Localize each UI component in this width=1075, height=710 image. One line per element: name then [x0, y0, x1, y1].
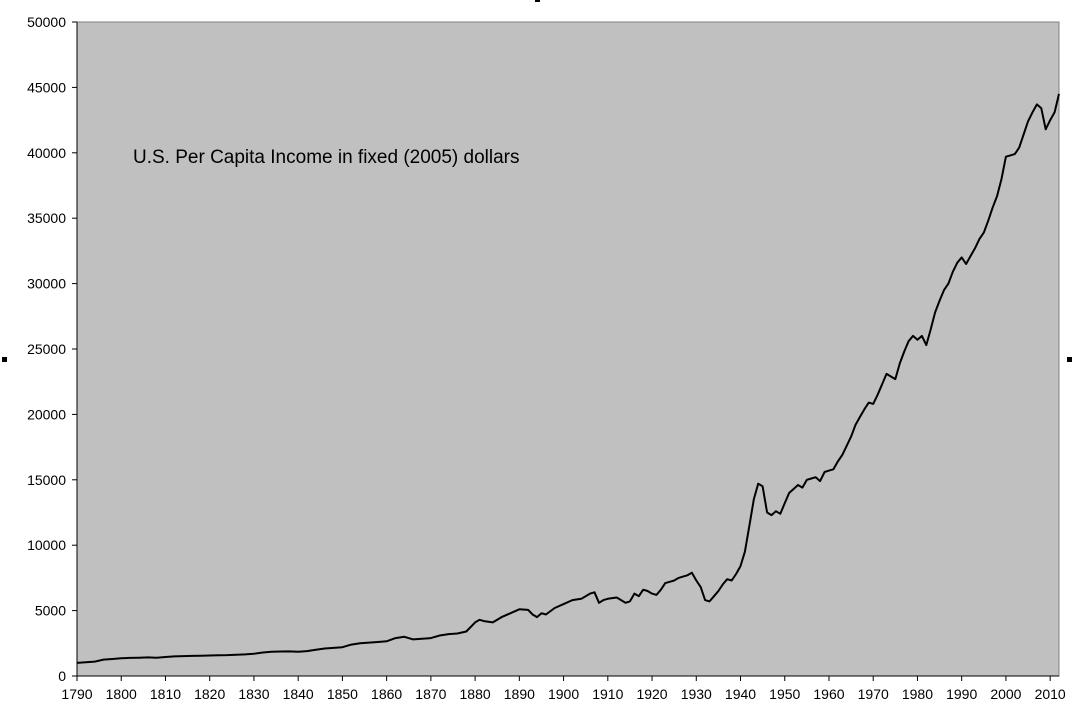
x-tick-label: 1940 [725, 686, 756, 702]
x-tick-label: 1870 [415, 686, 446, 702]
x-tick-label: 1950 [769, 686, 800, 702]
x-tick-label: 1920 [636, 686, 667, 702]
x-tick-label: 1850 [327, 686, 358, 702]
x-tick-label: 1960 [813, 686, 844, 702]
x-tick-label: 1970 [858, 686, 889, 702]
x-tick-label: 1890 [504, 686, 535, 702]
x-axis-ticks: 1790 1800 1810 1820 1830 1840 1850 1860 1870 1880… [61, 676, 1066, 702]
y-tick-label: 0 [58, 668, 66, 684]
y-tick-label: 10000 [27, 537, 66, 553]
x-tick-label: 1980 [902, 686, 933, 702]
x-tick-label: 1790 [61, 686, 92, 702]
y-tick-label: 50000 [27, 14, 66, 30]
resize-handle-left[interactable] [2, 357, 7, 362]
x-tick-label: 2000 [990, 686, 1021, 702]
x-tick-label: 1840 [283, 686, 314, 702]
y-tick-label: 25000 [27, 341, 66, 357]
x-tick-label: 1830 [238, 686, 269, 702]
x-tick-label: 1800 [106, 686, 137, 702]
x-tick-label: 1910 [592, 686, 623, 702]
x-tick-label: 1820 [194, 686, 225, 702]
y-tick-label: 20000 [27, 406, 66, 422]
y-tick-label: 30000 [27, 276, 66, 292]
series-line [76, 93, 1060, 664]
plot-area [76, 21, 1060, 677]
x-tick-label: 1930 [681, 686, 712, 702]
x-tick-label: 1860 [371, 686, 402, 702]
resize-handle-top[interactable] [535, 0, 540, 2]
x-tick-label: 1990 [946, 686, 977, 702]
x-tick-label: 1900 [548, 686, 579, 702]
y-tick-label: 40000 [27, 145, 66, 161]
y-tick-label: 5000 [35, 603, 66, 619]
x-tick-label: 1880 [460, 686, 491, 702]
resize-handle-right[interactable] [1067, 357, 1072, 362]
y-axis-ticks: 0 5000 10000 15000 20000 25000 30000 35000 40000… [27, 14, 77, 684]
y-tick-label: 45000 [27, 79, 66, 95]
y-tick-label: 35000 [27, 210, 66, 226]
chart-title: U.S. Per Capita Income in fixed (2005) d… [133, 147, 520, 168]
x-tick-label: 1810 [150, 686, 181, 702]
y-tick-label: 15000 [27, 472, 66, 488]
x-tick-label: 2010 [1035, 686, 1066, 702]
